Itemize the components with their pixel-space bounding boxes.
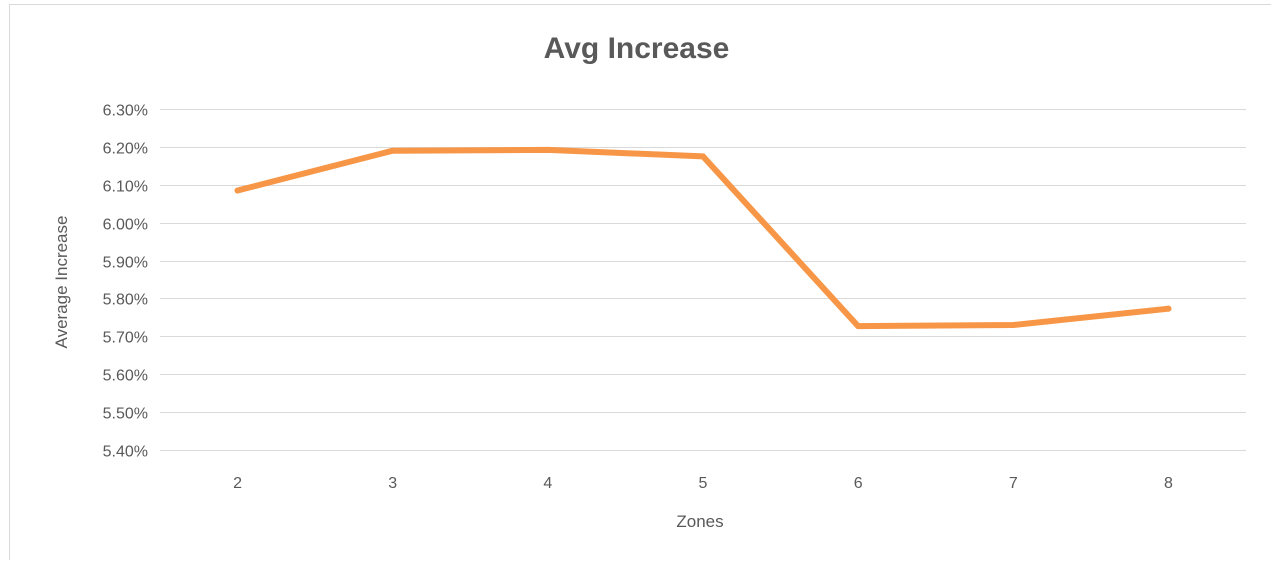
data-point xyxy=(700,153,706,160)
series-line xyxy=(234,146,1172,330)
y-tick-label: 6.20% xyxy=(103,141,148,158)
y-axis-title: Average Increase xyxy=(52,216,71,349)
y-tick-label: 5.40% xyxy=(103,444,148,461)
y-tick-label: 6.30% xyxy=(103,103,148,120)
x-tick-label: 6 xyxy=(854,475,863,492)
data-point xyxy=(389,147,396,154)
y-tick-label: 5.70% xyxy=(103,330,148,347)
chart-title: Avg Increase xyxy=(543,32,730,65)
y-tick-label: 5.50% xyxy=(103,406,148,423)
x-tick-label: 2 xyxy=(233,475,242,492)
x-tick-label: 3 xyxy=(388,475,397,492)
x-tick-label: 7 xyxy=(1009,475,1018,492)
y-tick-label: 6.10% xyxy=(103,179,148,196)
x-tick-label: 8 xyxy=(1164,475,1173,492)
y-tick-label: 5.90% xyxy=(103,255,148,272)
x-axis-title: Zones xyxy=(676,512,723,531)
data-point xyxy=(544,146,551,153)
data-point xyxy=(1010,321,1017,328)
y-tick-label: 6.00% xyxy=(103,217,148,234)
x-tick-label: 5 xyxy=(699,475,708,492)
data-point xyxy=(1165,305,1172,312)
chart-area xyxy=(9,4,1271,560)
y-tick-label: 5.80% xyxy=(103,292,148,309)
data-point xyxy=(855,323,862,330)
x-tick-label: 4 xyxy=(543,475,552,492)
data-point xyxy=(234,187,241,194)
y-tick-label: 5.60% xyxy=(103,368,148,385)
